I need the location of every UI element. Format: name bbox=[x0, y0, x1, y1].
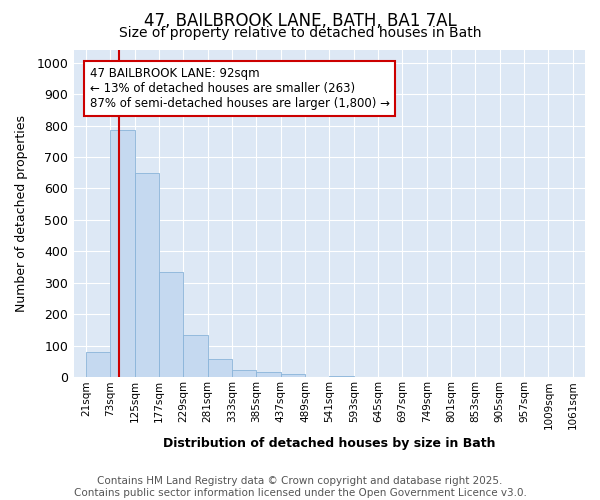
Bar bbox=[86, 352, 110, 378]
Text: 47, BAILBROOK LANE, BATH, BA1 7AL: 47, BAILBROOK LANE, BATH, BA1 7AL bbox=[143, 12, 457, 30]
Text: Contains HM Land Registry data © Crown copyright and database right 2025.
Contai: Contains HM Land Registry data © Crown c… bbox=[74, 476, 526, 498]
Bar bbox=[159, 272, 184, 378]
Bar bbox=[329, 376, 354, 378]
Bar bbox=[281, 374, 305, 378]
Bar bbox=[208, 359, 232, 378]
X-axis label: Distribution of detached houses by size in Bath: Distribution of detached houses by size … bbox=[163, 437, 496, 450]
Bar bbox=[256, 372, 281, 378]
Bar bbox=[184, 336, 208, 378]
Y-axis label: Number of detached properties: Number of detached properties bbox=[15, 115, 28, 312]
Text: 47 BAILBROOK LANE: 92sqm
← 13% of detached houses are smaller (263)
87% of semi-: 47 BAILBROOK LANE: 92sqm ← 13% of detach… bbox=[89, 68, 389, 110]
Text: Size of property relative to detached houses in Bath: Size of property relative to detached ho… bbox=[119, 26, 481, 40]
Bar bbox=[232, 370, 256, 378]
Bar bbox=[134, 174, 159, 378]
Bar bbox=[110, 130, 134, 378]
